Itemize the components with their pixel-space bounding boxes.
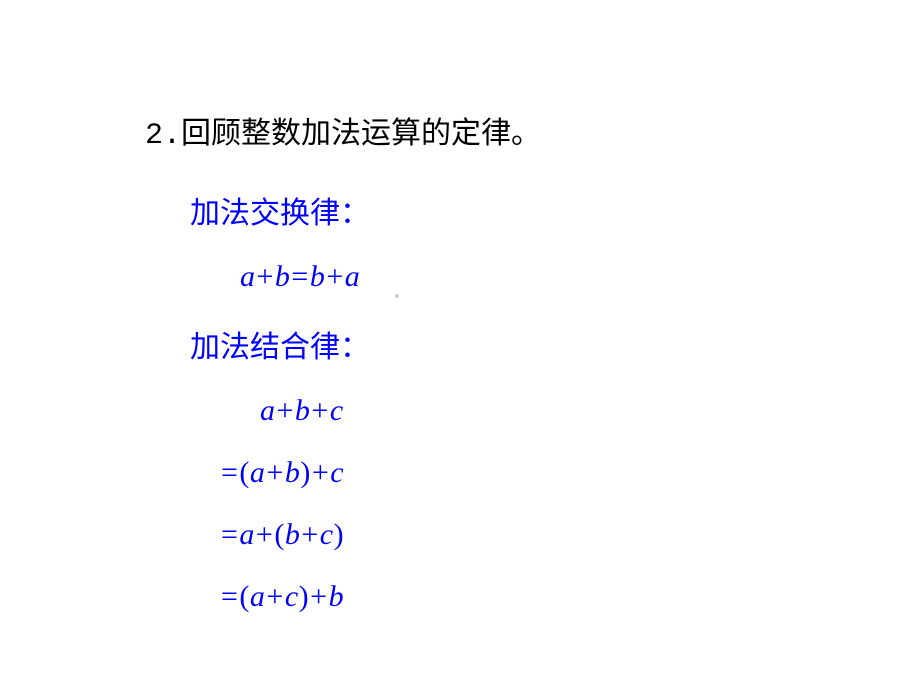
main-heading: 2.回顾整数加法运算的定律。 bbox=[145, 108, 541, 153]
section2-title: 加法结合律： bbox=[190, 322, 541, 366]
equation-assoc-2: =(a+b)+c bbox=[220, 456, 541, 490]
section1-title: 加法交换律： bbox=[190, 188, 541, 232]
heading-text: 回顾整数加法运算的定律。 bbox=[181, 117, 541, 150]
slide-content: 2.回顾整数加法运算的定律。 加法交换律： a+b=b+a 加法结合律： a+b… bbox=[145, 108, 541, 642]
heading-number: 2. bbox=[145, 119, 181, 153]
equation-assoc-1: a+b+c bbox=[260, 394, 541, 428]
equation-commutative: a+b=b+a bbox=[240, 260, 541, 294]
equation-assoc-4: =(a+c)+b bbox=[220, 580, 541, 614]
decorative-dot bbox=[395, 294, 399, 298]
equation-assoc-3: =a+(b+c) bbox=[220, 518, 541, 552]
